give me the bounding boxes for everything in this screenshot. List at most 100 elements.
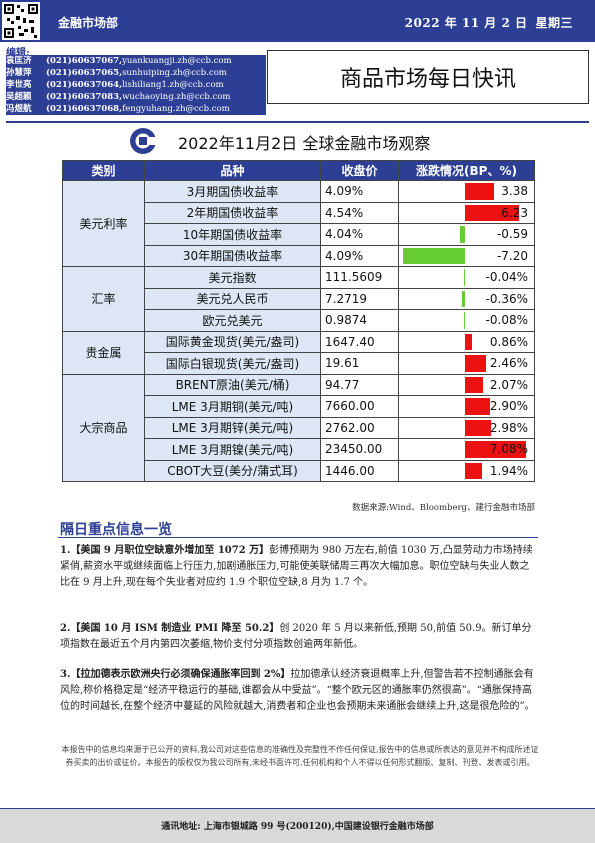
close-price-cell: 4.04% [320, 223, 399, 246]
editor-phone: (021)60637064, [46, 80, 123, 90]
category-cell: 贵金属 [62, 330, 145, 375]
product-cell: 10年期国债收益率 [144, 223, 321, 246]
change-cell: -0.08% [398, 309, 535, 332]
table-row: 贵金属 国际黄金现货(美元/盎司) 1647.40 0.86% [62, 330, 535, 375]
close-price-cell: 7660.00 [320, 395, 399, 418]
change-cell: 2.90% [398, 395, 535, 418]
change-cell: -0.36% [398, 287, 535, 310]
section-divider [58, 537, 538, 538]
change-bar [465, 183, 495, 200]
category-cell: 美元利率 [62, 180, 145, 267]
change-value: -0.36% [485, 291, 528, 306]
change-bar [465, 441, 526, 458]
editor-name: 吴超颖 [6, 92, 32, 102]
close-price-cell: 23450.00 [320, 438, 399, 461]
close-price-cell: 7.2719 [320, 287, 399, 310]
close-price-cell: 19.61 [320, 352, 399, 375]
header-category: 类别 [62, 160, 145, 181]
close-price-cell: 4.09% [320, 180, 399, 203]
header-product: 品种 [144, 160, 321, 181]
product-cell: LME 3月期镍(美元/吨) [144, 438, 321, 461]
change-cell: -7.20 [398, 244, 535, 267]
news-body: 拉加德承认经济衰退概率上升,但警告若不控制通胀会有风险,称价格稳定是“经济平稳运… [60, 669, 535, 712]
product-cell: 国际白银现货(美元/盎司) [144, 352, 321, 375]
disclaimer: 本报告中的信息均来源于已公开的资料,我公司对这些信息的准确性及完整性不作任何保证… [61, 745, 539, 767]
change-bar [465, 355, 487, 372]
qr-code-icon [2, 2, 40, 40]
ccb-logo-icon [128, 126, 158, 156]
editor-email[interactable]: lishiliang1.zh@ccb.com [122, 80, 224, 90]
report-title: 商品市场每日快讯 [267, 50, 589, 104]
news-body: 彭博预期为 980 万左右,前值 1030 万,凸显劳动力市场持续紧俏,薪资水平… [60, 545, 533, 588]
table-row: 10年期国债收益率 4.04% -0.59 [63, 223, 535, 246]
table-row: 美元利率 3月期国债收益率 4.09% 3.38 [62, 180, 535, 267]
change-bar [461, 290, 465, 307]
news-item-3: 3.【拉加德表示欧洲央行必须确保通胀率回到 2%】拉加德承认经济衰退概率上升,但… [60, 667, 538, 715]
editor-email[interactable]: wuchaoying.zh@ccb.com [122, 92, 231, 102]
category-cell: 大宗商品 [62, 373, 145, 482]
change-value: -7.20 [496, 248, 528, 263]
editor-email[interactable]: yuankuangji.zh@ccb.com [122, 56, 232, 66]
close-price-cell: 2762.00 [320, 416, 399, 439]
editor-row: 吴超颖 (021)60637083,wuchaoying.zh@ccb.com [6, 91, 266, 103]
editor-email[interactable]: fengyuhang.zh@ccb.com [122, 104, 230, 114]
editor-email[interactable]: sunhuiping.zh@ccb.com [122, 68, 227, 78]
section-title: 隔日重点信息一览 [60, 522, 172, 538]
footer-address: 通讯地址: 上海市银城路 99 号(200120),中国建设银行金融市场部 [161, 822, 434, 832]
table-row: CBOT大豆(美分/蒲式耳) 1446.00 1.94% [63, 459, 535, 482]
change-value: 2.90% [489, 399, 528, 414]
date-text: 2022 年 11 月 2 日 [404, 16, 528, 30]
editors-block: 袁匡济 (021)60637067,yuankuangji.zh@ccb.com 孙… [6, 55, 266, 115]
editor-name: 孙慧萍 [6, 68, 32, 78]
weekday-text: 星期三 [535, 16, 573, 30]
close-price-cell: 1647.40 [320, 330, 399, 353]
product-cell: CBOT大豆(美分/蒲式耳) [144, 459, 321, 482]
product-cell: 2年期国债收益率 [144, 201, 321, 224]
change-value: 0.86% [489, 334, 528, 349]
change-value: -0.59 [496, 227, 528, 242]
change-cell: 6.23 [398, 201, 535, 224]
change-bar [465, 398, 490, 415]
news-lead: 1.【美国 9 月职位空缺意外增加至 1072 万】 [60, 545, 270, 556]
change-value: 3.38 [501, 184, 528, 199]
header-close: 收盘价 [320, 160, 399, 181]
table-row: 汇率 美元指数 111.5609 -0.04% [62, 266, 535, 332]
news-item-1: 1.【美国 9 月职位空缺意外增加至 1072 万】彭博预期为 980 万左右,… [60, 543, 538, 591]
data-source: 数据来源:Wind、Bloomberg、建行金融市场部 [352, 503, 535, 513]
product-cell: LME 3月期锌(美元/吨) [144, 416, 321, 439]
change-cell: 7.08% [398, 438, 535, 461]
change-bar [459, 226, 465, 243]
change-cell: -0.59 [398, 223, 535, 246]
news-item-2: 2.【美国 10 月 ISM 制造业 PMI 降至 50.2】创 2020 年 … [60, 621, 538, 653]
change-value: 2.07% [489, 377, 528, 392]
table-row: LME 3月期镍(美元/吨) 23450.00 7.08% [63, 438, 535, 461]
close-price-cell: 1446.00 [320, 459, 399, 482]
change-bar [465, 204, 519, 221]
editor-phone: (021)60637065, [46, 68, 123, 78]
change-cell: 3.38 [398, 180, 535, 203]
close-price-cell: 4.09% [320, 244, 399, 267]
header-change: 涨跌情况(BP、%) [398, 160, 535, 181]
change-bar [463, 269, 465, 286]
product-cell: 美元指数 [144, 266, 321, 289]
change-value: 6.23 [501, 205, 528, 220]
change-cell: 2.98% [398, 416, 535, 439]
product-cell: 欧元兑美元 [144, 309, 321, 332]
news-lead: 2.【美国 10 月 ISM 制造业 PMI 降至 50.2】 [60, 623, 280, 634]
product-cell: 3月期国债收益率 [144, 180, 321, 203]
table-row: 大宗商品 BRENT原油(美元/桶) 94.77 2.07% [62, 373, 535, 482]
change-bar [465, 462, 482, 479]
market-table: 类别 品种 收盘价 涨跌情况(BP、%) 美元利率 3月期国债收益率 4.09% 3.… [62, 160, 535, 482]
change-value: -0.08% [485, 313, 528, 328]
change-value: -0.04% [485, 270, 528, 285]
change-value: 1.94% [489, 463, 528, 478]
change-cell: 2.07% [398, 373, 535, 396]
table-row: LME 3月期铜(美元/吨) 7660.00 2.90% [63, 395, 535, 418]
product-cell: BRENT原油(美元/桶) [144, 373, 321, 396]
change-bar [403, 247, 465, 264]
editor-name: 袁匡济 [6, 56, 32, 66]
change-cell: -0.04% [398, 266, 535, 289]
editor-phone: (021)60637068, [46, 104, 123, 114]
product-cell: 30年期国债收益率 [144, 244, 321, 267]
editor-row: 袁匡济 (021)60637067,yuankuangji.zh@ccb.com [6, 55, 266, 67]
